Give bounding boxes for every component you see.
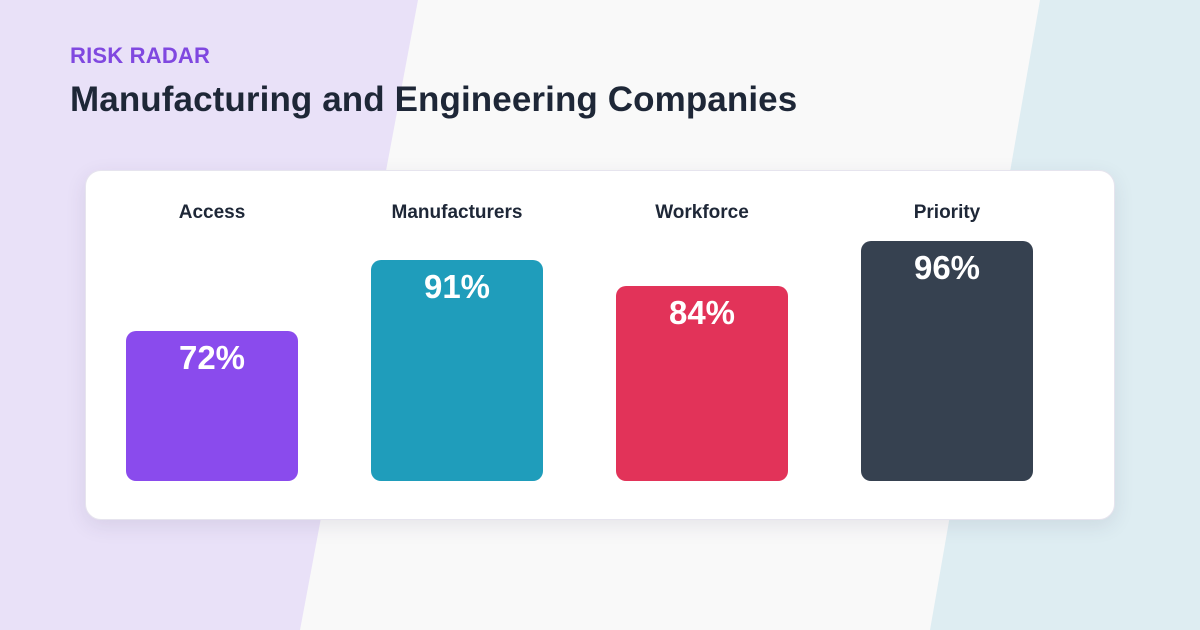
category-label: Manufacturers <box>391 202 523 223</box>
category-label: Workforce <box>655 202 749 223</box>
bar-column: Manufacturers 91% <box>371 171 543 521</box>
bar-value-label: 72% <box>178 339 246 376</box>
eyebrow-label: RISK RADAR <box>70 43 211 68</box>
bar-column: Priority 96% <box>861 171 1033 521</box>
bar: 96% <box>861 241 1033 481</box>
bar-column: Access 72% <box>126 171 298 521</box>
category-label: Access <box>178 202 246 223</box>
bar-value-label: 84% <box>668 294 736 331</box>
bar: 91% <box>371 260 543 481</box>
category-label: Priority <box>913 202 981 223</box>
bar: 72% <box>126 331 298 481</box>
bar: 84% <box>616 286 788 481</box>
chart-card: Access 72% Manufacturers 91% Workforce 84% Pri… <box>85 170 1115 520</box>
bar-column: Workforce 84% <box>616 171 788 521</box>
bar-value-label: 91% <box>423 268 491 305</box>
page-title: Manufacturing and Engineering Companies <box>70 80 798 119</box>
bar-value-label: 96% <box>913 249 981 286</box>
